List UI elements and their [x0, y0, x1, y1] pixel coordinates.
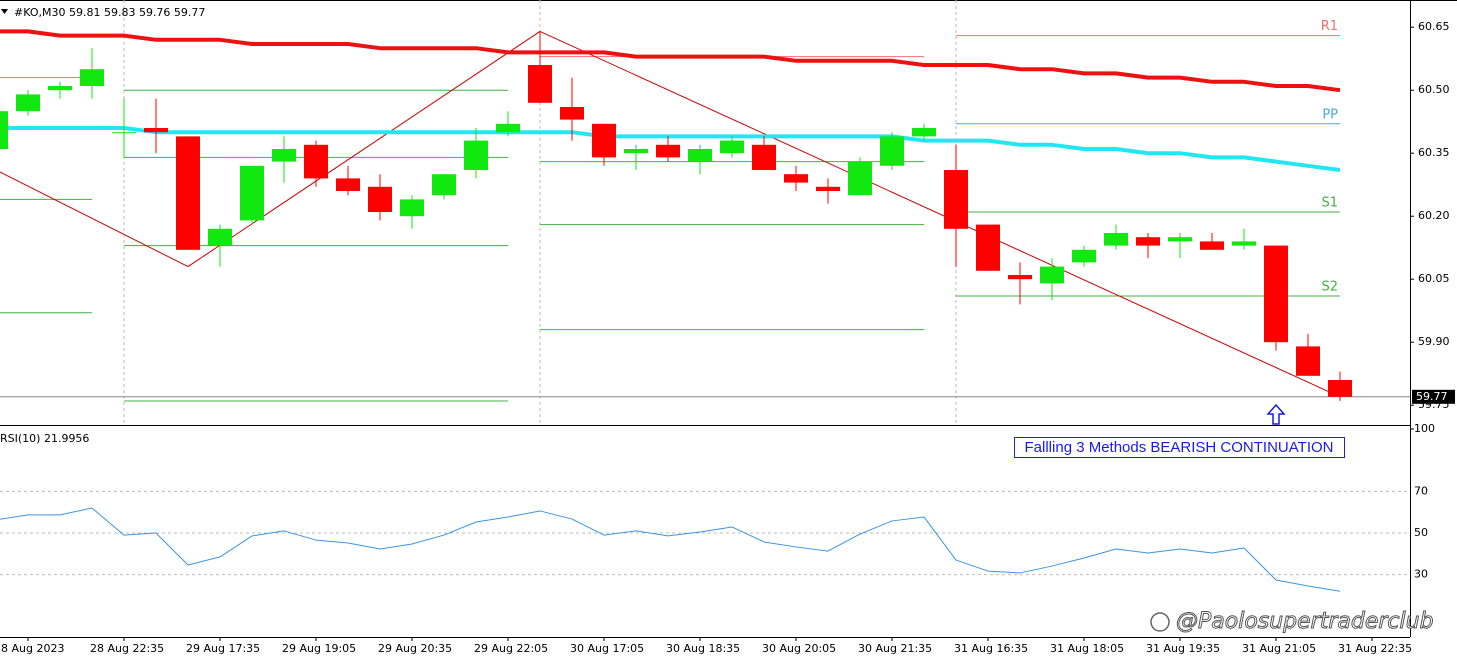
y-tick-label: 60.05: [1418, 272, 1450, 285]
rsi-tick-label: 50: [1414, 526, 1428, 539]
candle-body: [368, 186, 392, 212]
x-tick-label: 28 Aug 22:35: [90, 642, 164, 655]
pivot-label: S2: [1321, 280, 1338, 295]
last-price-box: [1412, 389, 1455, 404]
candle-body: [1136, 237, 1160, 246]
candle-body: [16, 94, 40, 112]
chart-header: #KO,M30 59.81 59.83 59.76 59.77: [14, 6, 205, 19]
x-tick-label: 29 Aug 22:05: [474, 642, 548, 655]
signal-arrow: [1266, 403, 1286, 425]
candle-body: [240, 165, 264, 221]
x-tick-label: 30 Aug 21:35: [858, 642, 932, 655]
rsi-panel: [0, 490, 1410, 592]
price-panel: R1 PP S1 S2: [0, 0, 1410, 424]
y-tick-label: 60.50: [1418, 83, 1450, 96]
x-tick-label: 29 Aug 17:35: [186, 642, 260, 655]
candle-body: [816, 186, 840, 191]
candle-body: [1072, 249, 1096, 263]
x-tick-label: 31 Aug 19:35: [1146, 642, 1220, 655]
rsi-header: RSI(10) 21.9956: [0, 432, 89, 445]
x-tick-label: 31 Aug 18:05: [1050, 642, 1124, 655]
candle-body: [720, 140, 744, 154]
candle-body: [1296, 346, 1320, 376]
candle-body: [592, 123, 616, 158]
candle-body: [880, 136, 904, 166]
candle-body: [784, 174, 808, 183]
candle-body: [1232, 241, 1256, 246]
x-tick-label: 30 Aug 18:35: [666, 642, 740, 655]
candle-body: [432, 174, 456, 196]
candle-body: [304, 144, 328, 179]
x-tick-label: 31 Aug 16:35: [954, 642, 1028, 655]
x-tick-label: 30 Aug 17:05: [570, 642, 644, 655]
moving-average: [0, 29, 1341, 93]
rsi-tick-label: 30: [1414, 568, 1428, 581]
candle-body: [1264, 245, 1288, 343]
rsi-tick-label: 70: [1414, 484, 1428, 497]
candle-body: [496, 123, 520, 133]
watermark: @Paolosupertraderclub: [1176, 609, 1434, 634]
pattern-annotation: Fallling 3 Methods BEARISH CONTINUATION: [1025, 439, 1334, 456]
candle-body: [848, 161, 872, 196]
candle-body: [752, 144, 776, 170]
candle-body: [176, 136, 200, 250]
candle-body: [1328, 380, 1352, 397]
pivot-label: R1: [1321, 19, 1338, 34]
candle-body: [624, 149, 648, 154]
candle-body: [1104, 233, 1128, 246]
candle-body: [976, 224, 1000, 271]
candle-body: [528, 65, 552, 103]
last-price-label: 59.77: [1416, 390, 1448, 403]
candle-body: [1008, 275, 1032, 280]
candle-body: [112, 132, 136, 134]
watermark-group: @Paolosupertraderclub: [1150, 609, 1434, 635]
candle-body: [1040, 266, 1064, 284]
x-tick-label: 28 Aug 2023: [0, 642, 64, 655]
pivot-label: PP: [1322, 107, 1338, 122]
candle-body: [656, 144, 680, 158]
candle-body: [48, 86, 72, 91]
x-tick-label: 31 Aug 22:35: [1338, 642, 1412, 655]
candle-body: [560, 107, 584, 120]
zigzag: [0, 30, 1341, 398]
y-tick-label: 60.20: [1418, 209, 1450, 222]
menu-triangle[interactable]: [1, 9, 8, 14]
candle-body: [144, 128, 168, 133]
x-tick-label: 29 Aug 20:35: [378, 642, 452, 655]
candle-body: [0, 111, 8, 149]
watermark-icon: [1150, 612, 1170, 632]
axes: 60.6560.5060.3560.2060.0559.9059.7530507…: [0, 20, 1455, 655]
rsi-tick-label: 100: [1414, 422, 1435, 435]
y-tick-label: 60.65: [1418, 20, 1450, 33]
x-tick-label: 31 Aug 21:05: [1242, 642, 1316, 655]
candle-body: [272, 149, 296, 162]
candle-body: [208, 228, 232, 246]
candle-body: [1200, 241, 1224, 250]
candle-body: [688, 149, 712, 162]
rsi-line: [0, 507, 1341, 592]
candle-body: [464, 140, 488, 170]
pivot-label: S1: [1321, 196, 1338, 211]
candle-body: [400, 199, 424, 217]
candle-body: [944, 170, 968, 229]
y-tick-label: 59.90: [1418, 335, 1450, 348]
candle-body: [1168, 237, 1192, 242]
y-tick-label: 60.35: [1418, 146, 1450, 159]
candle-body: [80, 69, 104, 86]
annotation-box: [1014, 437, 1345, 458]
x-tick-label: 30 Aug 20:05: [762, 642, 836, 655]
candle-body: [336, 178, 360, 191]
x-tick-label: 29 Aug 19:05: [282, 642, 356, 655]
candle-body: [912, 128, 936, 137]
